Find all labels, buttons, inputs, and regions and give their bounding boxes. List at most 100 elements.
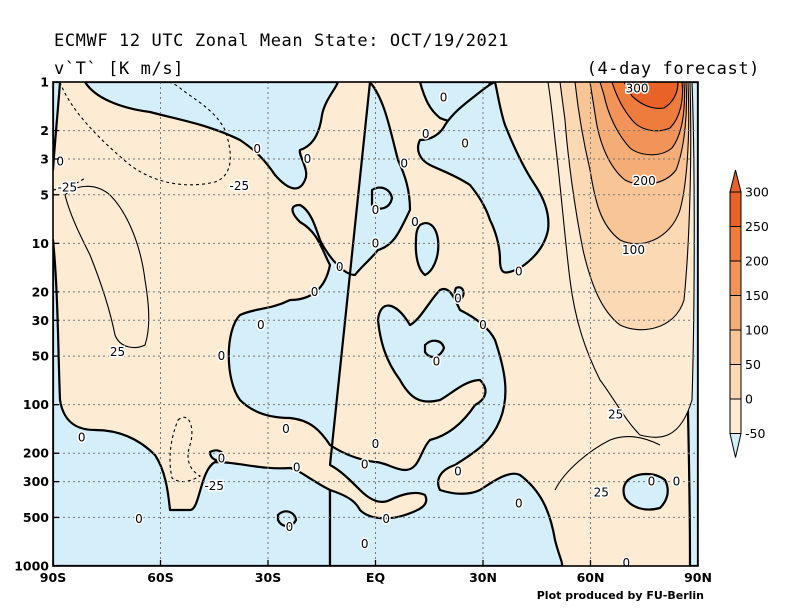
neg-region-np-cell	[622, 472, 669, 511]
colorbar-segment	[729, 295, 742, 331]
colorbar-segment	[729, 398, 742, 434]
contour-neg25-upper	[59, 82, 231, 186]
dashed-contours	[53, 82, 231, 483]
neg-cell-e	[453, 286, 465, 300]
colorbar-label: 300	[745, 185, 769, 200]
contour-label: 0	[623, 556, 631, 570]
colorbar-label: 200	[745, 254, 769, 269]
contour-label: 0	[479, 318, 487, 332]
forecast-note: (4-day forecast)	[587, 59, 760, 79]
x-axis: 90S 60S 30S EQ 30N 60N 90N	[40, 560, 712, 585]
credit-text: Plot produced by FU-Berlin	[537, 589, 704, 602]
colorbar-segment	[729, 260, 742, 296]
contour-label: 25	[594, 485, 609, 499]
pos-contour-300	[623, 82, 679, 109]
x-tick-label: EQ	[366, 570, 385, 585]
x-tick-label: 90N	[684, 570, 712, 585]
contour-label: -25	[58, 180, 78, 194]
contour-label: 100	[622, 243, 645, 257]
contour-label: 0	[433, 354, 441, 368]
positive-nh-contours	[547, 82, 695, 438]
colorbar-label: -50	[745, 426, 765, 441]
contour-label: 0	[336, 260, 344, 274]
x-tick-label: 90S	[40, 570, 66, 585]
contour-label: 0	[454, 465, 462, 479]
contour-label: 0	[400, 156, 408, 170]
contour-label: 0	[461, 136, 469, 150]
y-tick-label: 300	[23, 474, 49, 489]
neg-cell-d	[276, 510, 298, 528]
contour-label: 0	[56, 154, 64, 168]
contour-label: 0	[372, 437, 380, 451]
colorbar-segment	[729, 329, 742, 365]
y-tick-label: 2	[40, 123, 49, 138]
contour-label: 0	[282, 422, 290, 436]
chart-title: ECMWF 12 UTC Zonal Mean State: OCT/19/20…	[54, 31, 509, 51]
colorbar-bottom-arrow	[729, 433, 742, 458]
x-tick-label: 30N	[469, 570, 497, 585]
y-tick-label: 10	[32, 236, 50, 251]
contour-label: 0	[382, 512, 390, 526]
contour-label: 0	[311, 285, 319, 299]
contour-label: 0	[440, 91, 448, 105]
colorbar-label: 250	[745, 219, 769, 234]
neg-cell-a	[414, 222, 440, 277]
neg-region-sh-upper	[83, 82, 340, 190]
colorbar-label: 150	[745, 288, 769, 303]
y-axis: 1 2 3 5 10 20 30 50 100 200 300 500 1000	[14, 75, 59, 574]
y-tick-label: 500	[23, 510, 49, 525]
y-tick-label: 3	[40, 151, 49, 166]
colorbar-label: 50	[745, 357, 761, 372]
contour-label: 25	[608, 407, 623, 421]
contour-neg25-sp	[53, 177, 86, 191]
colorbar-segment	[729, 226, 742, 262]
contour-label: 25	[110, 345, 125, 359]
contour-label: 0	[361, 458, 369, 472]
contour-label: 0	[286, 520, 294, 534]
contour-label: 0	[218, 451, 226, 465]
x-tick-label: 60N	[577, 570, 605, 585]
colorbar-segment	[729, 364, 742, 400]
y-tick-label: 1	[40, 75, 49, 90]
contour-neg25-lower	[169, 417, 202, 483]
chart-variable-label: v`T` [K m/s]	[54, 59, 184, 79]
contour-label: -25	[230, 179, 250, 193]
colorbar: 300 250 200 150 100 50 0 -50	[729, 169, 769, 458]
contour-label: -25	[204, 479, 224, 493]
y-tick-label: 30	[32, 313, 50, 328]
contour-label: 0	[422, 127, 430, 141]
neg-region-sp-low	[53, 238, 332, 566]
neg-cell-c	[423, 339, 446, 358]
y-tick-label: 50	[32, 349, 50, 364]
contour-label: 0	[218, 349, 226, 363]
contour-label: 0	[515, 497, 523, 511]
contour-label: 0	[78, 431, 86, 445]
contour-label: 0	[253, 142, 261, 156]
contour-label: 0	[372, 203, 380, 217]
contour-label: 0	[673, 475, 681, 489]
grid	[53, 82, 698, 566]
contour-label: 0	[135, 512, 143, 526]
contour-label: 0	[257, 318, 265, 332]
colorbar-top-arrow	[729, 169, 742, 193]
contour-label: 0	[515, 265, 523, 279]
colorbar-label: 100	[745, 323, 769, 338]
contour-label: 200	[633, 174, 656, 188]
y-tick-label: 5	[40, 187, 49, 202]
contour-label: 0	[361, 537, 369, 551]
contour-label: 0	[454, 292, 462, 306]
x-tick-label: 30S	[255, 570, 281, 585]
y-tick-label: 100	[23, 397, 49, 412]
colorbar-label: 0	[745, 392, 753, 407]
contour-25-lower	[554, 436, 661, 491]
contour-label: 0	[304, 152, 312, 166]
y-tick-label: 1000	[14, 559, 49, 574]
contour-label: 0	[648, 475, 656, 489]
sh-positive-contours	[64, 185, 150, 349]
contour-label: 0	[293, 460, 301, 474]
contour-label: 0	[411, 215, 419, 229]
neg-cell-b	[370, 186, 394, 210]
